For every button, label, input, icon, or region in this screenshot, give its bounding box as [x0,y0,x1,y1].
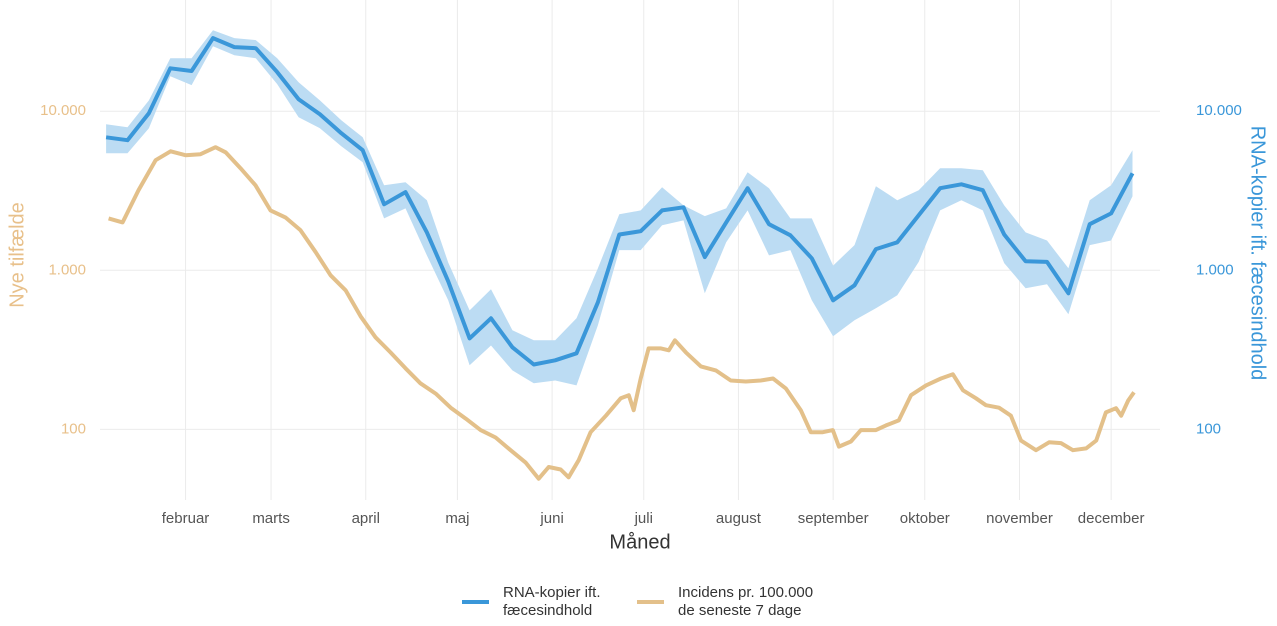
x-tick-label: maj [445,510,469,527]
legend-label: RNA-kopier ift. fæcesindhold [503,584,601,619]
x-tick-label: juli [634,510,653,527]
series-line [108,145,1136,481]
confidence-band [106,30,1133,386]
legend-item: Incidens pr. 100.000 de seneste 7 dage [637,584,813,620]
x-tick-label: april [352,510,380,527]
y-axis-title: Nye tilfælde [6,202,28,308]
series-line [105,36,1135,367]
legend-item: RNA-kopier ift. fæcesindhold [462,584,601,620]
x-tick-label: marts [252,510,290,527]
x-tick-label: oktober [900,510,950,527]
y-tick-label: 100 [61,420,86,437]
x-tick-label: juni [539,510,563,527]
y-tick-label: 10.000 [40,102,86,119]
x-tick-label: november [986,510,1053,527]
x-tick-label: september [798,510,869,527]
y-tick-label: 1.000 [48,261,86,278]
x-tick-label: december [1078,510,1145,527]
legend-swatch [462,600,489,604]
x-axis-title: Måned [609,531,670,553]
legend-swatch [637,600,664,604]
legend-label: Incidens pr. 100.000 de seneste 7 dage [678,584,814,619]
y2-tick-label: 10.000 [1196,102,1242,119]
y2-tick-label: 1.000 [1196,261,1234,278]
x-tick-label: februar [162,510,210,527]
y2-axis-title: RNA-kopier ift. fæcesindhold [1247,126,1269,381]
x-tick-label: august [716,510,762,527]
y2-tick-label: 100 [1196,420,1221,437]
